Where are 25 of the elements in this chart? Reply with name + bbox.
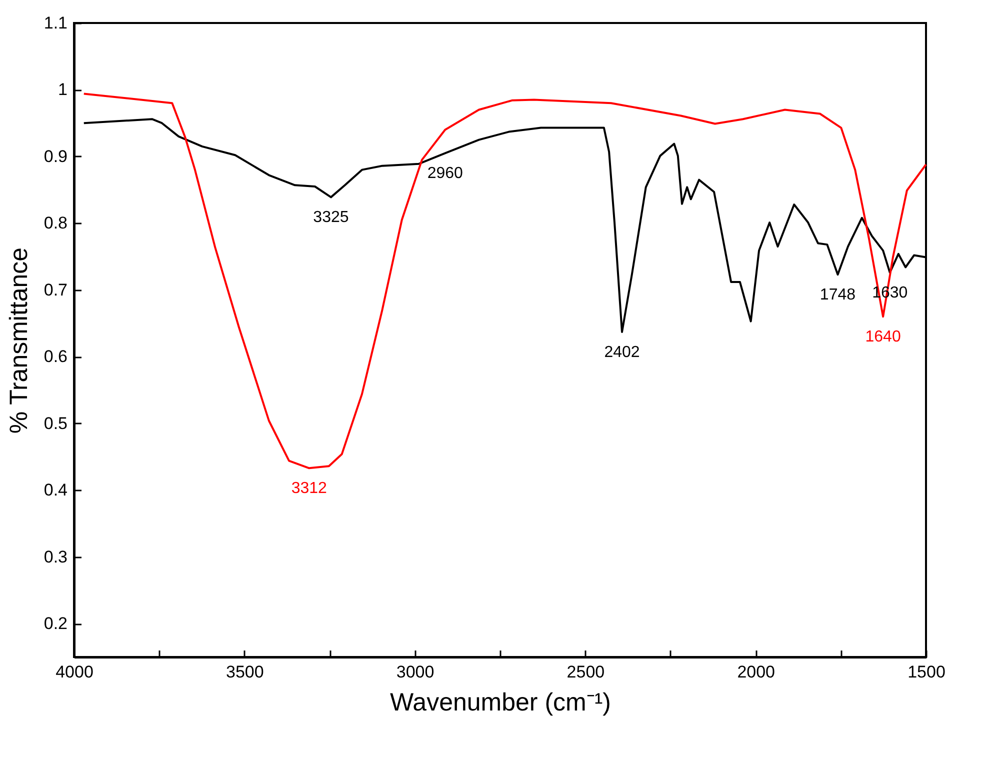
annotation: 2402 bbox=[604, 344, 640, 361]
y-tick-label: 0.6 bbox=[44, 347, 68, 366]
x-tick-label: 3000 bbox=[396, 662, 434, 682]
y-tick-label: 0.7 bbox=[44, 280, 68, 300]
y-tick-label: 0.2 bbox=[44, 614, 68, 634]
y-tick-label: 0.9 bbox=[44, 146, 68, 166]
y-tick-label: 1 bbox=[58, 80, 68, 100]
x-tick-label: 2500 bbox=[566, 662, 605, 682]
y-tick-label: 0.8 bbox=[44, 214, 68, 233]
annotation: 1748 bbox=[820, 286, 856, 304]
x-tick-label: 3500 bbox=[226, 662, 264, 682]
y-tick-label: 0.4 bbox=[44, 480, 68, 500]
x-tick-label: 1500 bbox=[908, 662, 946, 682]
line-series bbox=[82, 92, 927, 470]
annotation: 1640 bbox=[865, 328, 901, 346]
y-tick-label: 0.3 bbox=[44, 547, 68, 566]
x-axis-title: Wavenumber (cm⁻¹) bbox=[390, 688, 611, 716]
y-tick-label: 1.1 bbox=[44, 14, 68, 32]
y-axis-title: % Transmittance bbox=[4, 247, 33, 434]
annotation: 3325 bbox=[313, 209, 349, 226]
annotation: 3312 bbox=[291, 480, 328, 498]
annotation: 2960 bbox=[427, 165, 464, 182]
x-tick-label: 4000 bbox=[56, 662, 94, 682]
x-tick-label: 2000 bbox=[737, 662, 776, 682]
y-tick-label: 0.5 bbox=[44, 414, 68, 433]
